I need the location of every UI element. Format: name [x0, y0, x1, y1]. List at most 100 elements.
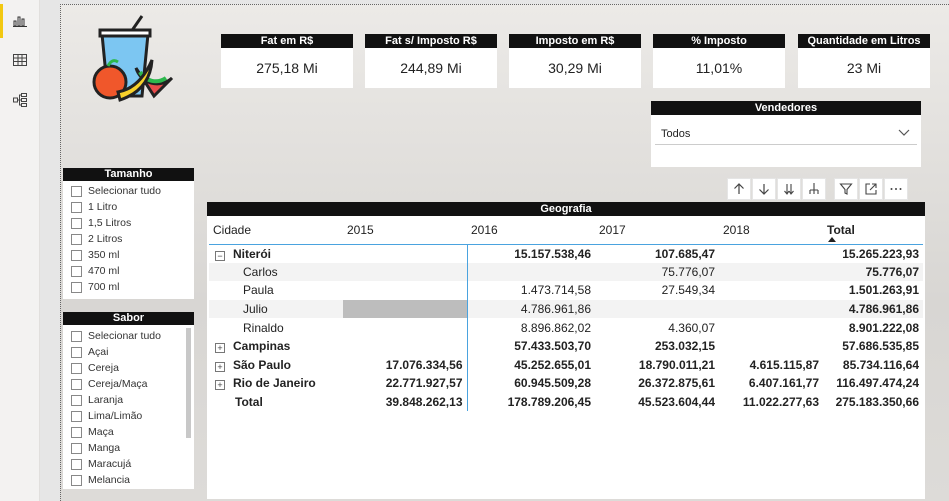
value-cell: [343, 281, 468, 300]
matrix-subrow: Julio 4.786.961,86 4.786.961,86: [209, 299, 923, 319]
column-header-cidade[interactable]: Cidade: [209, 216, 343, 245]
next-level-button[interactable]: [777, 178, 801, 200]
matrix-group-row: + São Paulo 17.076.334,56 45.252.655,01 18.7…: [209, 355, 923, 375]
checkbox[interactable]: [71, 185, 82, 197]
column-header-2017[interactable]: 2017: [595, 216, 719, 245]
row-label: + São Paulo: [209, 356, 343, 375]
row-label-text: Paula: [243, 283, 274, 298]
row-label: Julio: [209, 299, 343, 319]
drill-toolbar: [727, 178, 909, 200]
column-header-2015[interactable]: 2015: [343, 216, 467, 245]
value-cell: [343, 262, 468, 282]
drill-up-button[interactable]: [727, 178, 751, 200]
tamanho-option[interactable]: 1,5 Litros: [63, 215, 194, 231]
value-cell: 8.901.222,08: [848, 320, 919, 335]
option-label: Manga: [88, 442, 121, 454]
checkbox[interactable]: [71, 249, 82, 261]
checkbox[interactable]: [71, 233, 82, 245]
checkbox[interactable]: [71, 281, 82, 293]
option-label: Cereja: [88, 362, 119, 374]
checkbox[interactable]: [71, 346, 82, 358]
sabor-option[interactable]: Lima/Limão: [63, 408, 194, 424]
sabor-option[interactable]: Maça: [63, 424, 194, 440]
checkbox[interactable]: [71, 201, 82, 213]
row-label-text: Rio de Janeiro: [233, 376, 316, 391]
matrix-header-row: Cidade 2015 2016 2017 2018 Total: [209, 216, 923, 245]
focus-mode-button[interactable]: [859, 178, 883, 200]
checkbox[interactable]: [71, 362, 82, 374]
filter-button[interactable]: [834, 178, 858, 200]
row-label-text: Campinas: [233, 339, 291, 354]
tamanho-option[interactable]: 350 ml: [63, 247, 194, 263]
value-cell: [719, 262, 823, 282]
tamanho-option[interactable]: 1 Litro: [63, 199, 194, 215]
sabor-option[interactable]: Maracujá: [63, 456, 194, 472]
model-tree-icon: [13, 93, 27, 107]
checkbox[interactable]: [71, 378, 82, 390]
checkbox[interactable]: [71, 474, 82, 486]
double-arrow-down-icon: [784, 184, 794, 195]
value-cell: [467, 262, 595, 282]
column-header-2016[interactable]: 2016: [467, 216, 595, 245]
sabor-option[interactable]: Selecionar tudo: [63, 328, 194, 344]
checkbox[interactable]: [71, 458, 82, 470]
value-cell: [343, 336, 468, 356]
sabor-option[interactable]: Melancia: [63, 472, 194, 488]
option-label: 1,5 Litros: [88, 217, 132, 229]
sabor-option[interactable]: Laranja: [63, 392, 194, 408]
matrix-table: Cidade 2015 2016 2017 2018 Total − Niteró…: [209, 216, 923, 412]
row-label: Carlos: [209, 262, 343, 282]
value-cell: 45.252.655,01: [514, 357, 591, 372]
report-view-button[interactable]: [0, 0, 40, 40]
drill-down-button[interactable]: [752, 178, 776, 200]
data-view-button[interactable]: [0, 40, 40, 80]
focus-mode-icon: [865, 183, 877, 195]
sabor-option[interactable]: Cereja: [63, 360, 194, 376]
column-header-total[interactable]: Total: [823, 216, 923, 245]
sort-descending-icon[interactable]: [828, 237, 836, 242]
checkbox[interactable]: [71, 217, 82, 229]
checkbox[interactable]: [71, 426, 82, 438]
sabor-option[interactable]: Cereja/Maça: [63, 376, 194, 392]
more-options-button[interactable]: [884, 178, 908, 200]
option-label: 2 Litros: [88, 233, 123, 245]
checkbox[interactable]: [71, 330, 82, 342]
expand-icon[interactable]: +: [215, 361, 225, 372]
value-cell: 11.022.277,63: [742, 395, 819, 410]
tamanho-option[interactable]: Selecionar tudo: [63, 183, 194, 199]
card-title: Fat s/ Imposto R$: [365, 34, 497, 48]
canvas-guide-left: [60, 4, 61, 501]
arrow-down-icon: [759, 184, 769, 195]
checkbox[interactable]: [71, 265, 82, 277]
expand-icon[interactable]: +: [215, 343, 225, 354]
tamanho-option[interactable]: 2 Litros: [63, 231, 194, 247]
value-cell: [719, 337, 823, 356]
value-cell: 8.896.862,02: [520, 320, 591, 335]
collapse-icon[interactable]: −: [215, 250, 225, 261]
checkbox[interactable]: [71, 442, 82, 454]
tamanho-option[interactable]: 700 ml: [63, 279, 194, 295]
value-cell: 116.497.474,24: [836, 376, 919, 391]
geografia-matrix: Geografia Cidade 2015 2016 2017 2018 Tot…: [207, 202, 925, 499]
value-cell: [343, 244, 468, 263]
value-cell: 275.183.350,66: [835, 395, 919, 410]
tamanho-option[interactable]: 470 ml: [63, 263, 194, 279]
sabor-option[interactable]: Manga: [63, 440, 194, 456]
filter-icon: [839, 183, 853, 195]
value-cell: [719, 244, 823, 263]
checkbox[interactable]: [71, 394, 82, 406]
chevron-down-icon: [898, 129, 910, 136]
value-cell: 57.433.503,70: [514, 339, 591, 354]
sabor-option[interactable]: Açai: [63, 344, 194, 360]
vendedores-dropdown[interactable]: Todos: [655, 121, 917, 145]
checkbox[interactable]: [71, 410, 82, 422]
row-label: + Campinas: [209, 337, 343, 356]
expand-icon[interactable]: +: [215, 380, 225, 391]
option-label: Açai: [88, 346, 109, 358]
expand-all-button[interactable]: [802, 178, 826, 200]
matrix-total-row: Total 39.848.262,13 178.789.206,45 45.523.6…: [209, 392, 923, 412]
sabor-scrollbar[interactable]: [186, 328, 191, 438]
sabor-title: Sabor: [63, 312, 194, 325]
column-header-2018[interactable]: 2018: [719, 216, 823, 245]
model-view-button[interactable]: [0, 80, 40, 120]
